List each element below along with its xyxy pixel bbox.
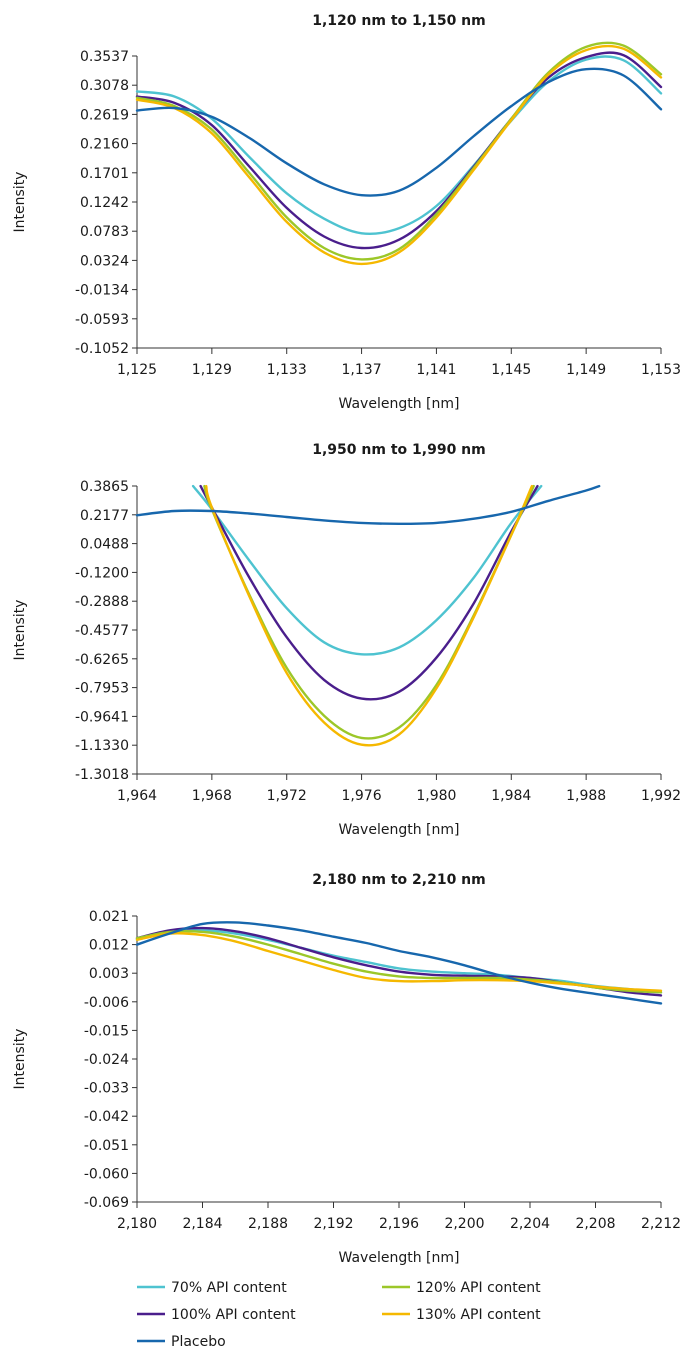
x-axis-label: Wavelength [nm] [339,396,460,412]
series-line-100-api-content [199,484,539,701]
y-tick-label: 0.0783 [80,224,129,240]
y-tick-label: -0.7953 [75,681,129,697]
legend-label: 100% API content [171,1307,296,1323]
legend-label: Placebo [171,1334,226,1350]
x-tick-label: 2,180 [117,1216,157,1232]
y-tick-label: 0.2160 [80,137,129,153]
x-tick-label: 1,129 [192,362,232,378]
y-tick-label: -0.042 [84,1109,129,1125]
y-tick-label: -0.033 [84,1081,129,1097]
y-tick-label: -1.3018 [75,767,129,783]
y-tick-label: 0.003 [89,966,129,982]
x-tick-label: 1,153 [641,362,681,378]
x-tick-label: 1,145 [491,362,531,378]
legend: 70% API content 120% API content 100% API … [137,1280,541,1350]
x-tick-label: 1,141 [416,362,456,378]
x-tick-label: 2,208 [575,1216,615,1232]
chart-2: 1,950 nm to 1,990 nm 0.3865 0.2177 0.0488 -0… [12,442,681,838]
y-tick-label: 0.2177 [80,508,129,524]
legend-item-placebo: Placebo [137,1334,226,1350]
x-tick-label: 2,196 [379,1216,419,1232]
x-tick-label: 2,188 [248,1216,288,1232]
legend-item-120-api-content: 120% API content [382,1280,541,1296]
x-tick-label: 1,972 [267,788,307,804]
y-tick-label: -0.6265 [75,652,129,668]
y-tick-label: 0.3537 [80,49,129,65]
x-axis-label: Wavelength [nm] [339,822,460,838]
x-tick-label: 1,137 [342,362,382,378]
series-line-100-api-content [135,51,663,250]
y-tick-label: 0.0324 [80,253,129,269]
chart-3: 2,180 nm to 2,210 nm 0.021 0.012 0.003 -0.00… [12,872,681,1266]
y-tick-label: 0.021 [89,909,129,925]
x-tick-label: 1,149 [566,362,606,378]
y-tick-label: -0.069 [84,1195,129,1211]
x-tick-label: 1,984 [491,788,531,804]
y-tick-label: -0.9641 [75,709,129,725]
y-axis-label: Intensity [12,600,28,661]
y-tick-label: -0.051 [84,1138,129,1154]
y-tick-label: -1.1330 [75,738,129,754]
y-tick-label: -0.060 [84,1166,129,1182]
y-tick-label: 0.1701 [80,166,129,182]
y-axis-label: Intensity [12,172,28,233]
x-tick-label: 2,192 [313,1216,353,1232]
series-line-70-api-content [135,55,663,236]
chart-title: 1,120 nm to 1,150 nm [312,13,485,29]
x-tick-label: 2,212 [641,1216,681,1232]
legend-item-130-api-content: 130% API content [382,1307,541,1323]
legend-label: 130% API content [416,1307,541,1323]
x-tick-label: 1,992 [641,788,681,804]
series-line-70-api-content [191,484,543,656]
x-tick-label: 1,988 [566,788,606,804]
y-tick-label: 0.1242 [80,195,129,211]
x-tick-label: 1,968 [192,788,232,804]
x-tick-label: 2,204 [510,1216,550,1232]
y-tick-label: 0.0488 [80,537,129,553]
y-tick-label: 0.012 [89,938,129,954]
series-line-placebo [135,921,663,1005]
y-axis-label: Intensity [12,1029,28,1090]
x-tick-label: 2,200 [444,1216,484,1232]
legend-item-100-api-content: 100% API content [137,1307,296,1323]
legend-item-70-api-content: 70% API content [137,1280,287,1296]
series-line-placebo [135,484,601,525]
series-line-130-api-content [205,484,534,747]
y-tick-label: -0.024 [84,1052,129,1068]
legend-label: 120% API content [416,1280,541,1296]
y-tick-label: -0.0134 [75,283,129,299]
x-tick-label: 2,184 [182,1216,222,1232]
series-line-130-api-content [135,44,663,266]
y-tick-label: -0.006 [84,995,129,1011]
x-tick-label: 1,133 [267,362,307,378]
y-tick-label: -0.1200 [75,565,129,581]
chart-title: 1,950 nm to 1,990 nm [312,442,485,458]
y-tick-label: 0.3865 [80,479,129,495]
y-tick-label: -0.4577 [75,623,129,639]
chart-title: 2,180 nm to 2,210 nm [312,872,485,888]
series-line-70-api-content [135,928,663,994]
x-tick-label: 1,125 [117,362,157,378]
y-tick-label: 0.2619 [80,107,129,123]
series-line-placebo [135,67,663,197]
y-tick-label: -0.1052 [75,341,129,357]
x-tick-label: 1,976 [342,788,382,804]
y-tick-label: -0.0593 [75,312,129,328]
series-line-120-api-content [135,41,663,261]
x-tick-label: 1,964 [117,788,157,804]
x-tick-label: 1,980 [416,788,456,804]
y-tick-label: -0.015 [84,1023,129,1039]
y-tick-label: -0.2888 [75,594,129,610]
series-line-130-api-content [135,932,663,992]
y-tick-label: 0.3078 [80,78,129,94]
x-axis-label: Wavelength [nm] [339,1250,460,1266]
legend-label: 70% API content [171,1280,287,1296]
chart-1: 1,120 nm to 1,150 nm 0.3537 0.3078 0.2619 0.… [12,13,681,412]
